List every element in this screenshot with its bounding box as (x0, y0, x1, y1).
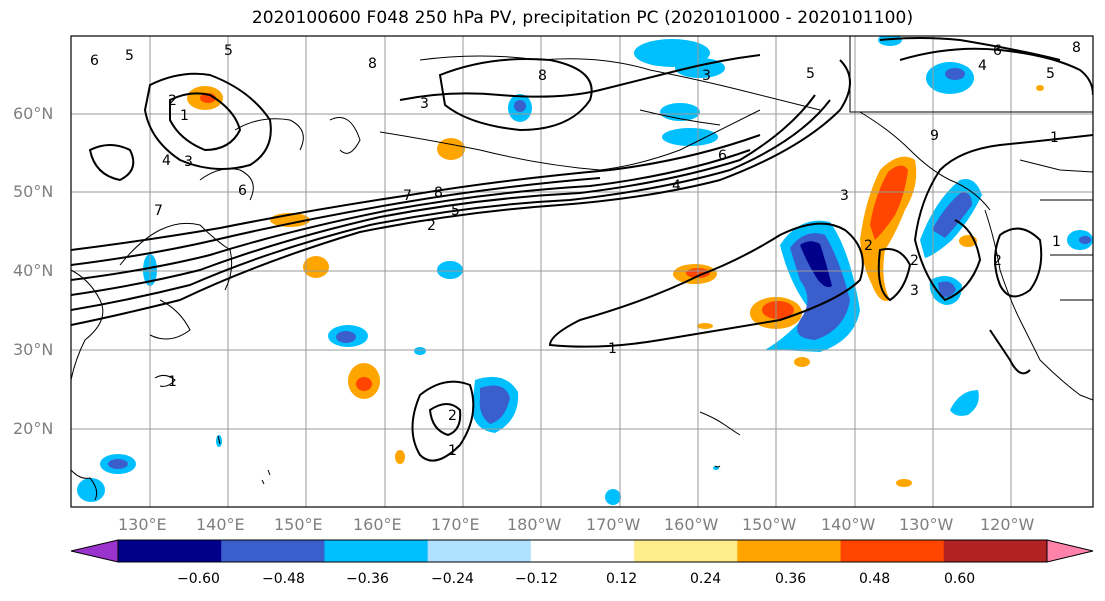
contour-label: 5 (451, 203, 460, 219)
contour-label: 6 (718, 148, 727, 164)
contour-label: 1 (608, 341, 617, 357)
colorbar-tick-label: −0.24 (431, 571, 474, 587)
contour-label: 3 (840, 188, 849, 204)
colorbar-tick-label: 0.60 (944, 571, 976, 587)
colorbar-tick-label: 0.36 (775, 571, 807, 587)
lon-label: 150°E (274, 515, 323, 534)
colorbar-segment (427, 540, 532, 562)
map-frame (70, 35, 1094, 508)
colorbar-extend-high (1046, 539, 1094, 563)
lon-label: 160°W (664, 515, 719, 534)
lon-label: 180°W (507, 515, 562, 534)
colorbar-segment (530, 540, 635, 562)
chart-title: 2020100600 F048 250 hPa PV, precipitatio… (251, 8, 914, 28)
contour-label: 5 (125, 48, 134, 64)
contour-label: 5 (224, 43, 233, 59)
contour-label-group: 5 5 6 8 3 2 1 3 4 6 7 8 2 5 1 3 4 6 5 8 … (90, 40, 1081, 459)
contour-label: 3 (184, 154, 193, 170)
pv-contours (71, 37, 1093, 462)
lat-label: 40°N (13, 261, 54, 280)
colorbar-tick-label: 0.48 (859, 571, 891, 587)
colorbar-tick-label: −0.12 (515, 571, 558, 587)
colorbar-segment (840, 540, 945, 562)
contour-label: 1 (448, 443, 457, 459)
lon-label: 150°W (742, 515, 797, 534)
colorbar-segment (943, 540, 1048, 562)
contour-label: 6 (90, 53, 99, 69)
contour-label: 3 (910, 283, 919, 299)
colorbar-tick-label: −0.60 (177, 571, 220, 587)
colorbar-segment (324, 540, 429, 562)
contour-label: 7 (154, 203, 163, 219)
colorbar-segment (221, 540, 325, 562)
contour-label: 1 (168, 374, 177, 390)
contour-label: 5 (1046, 66, 1055, 82)
contour-label: 4 (672, 178, 681, 194)
lon-label: 170°W (586, 515, 641, 534)
colorbar-segment (634, 540, 738, 562)
lon-label: 160°E (353, 515, 402, 534)
contour-label: 8 (434, 185, 443, 201)
contour-label: 5 (806, 66, 815, 82)
contour-label: 1 (180, 108, 189, 124)
lon-label: 130°W (899, 515, 954, 534)
contour-label: 4 (162, 153, 171, 169)
lon-label: 130°E (118, 515, 167, 534)
contour-label: 4 (978, 58, 987, 74)
colorbar-extend-low (70, 539, 119, 563)
lon-label: 120°W (980, 515, 1035, 534)
colorbar-segment (737, 540, 842, 562)
colorbar-tick-label: −0.48 (262, 571, 305, 587)
coastlines (71, 36, 1093, 501)
contour-label: 1 (1052, 234, 1061, 250)
contour-label: 8 (1072, 40, 1081, 56)
contour-label: 2 (448, 408, 457, 424)
colorbar-tick-label: 0.24 (690, 571, 722, 587)
lat-label: 60°N (13, 104, 54, 123)
contour-label: 8 (538, 68, 547, 84)
contour-label: 9 (930, 128, 939, 144)
lon-label: 140°E (196, 515, 245, 534)
lon-label: 170°E (431, 515, 480, 534)
contour-label: 2 (427, 218, 436, 234)
contour-label: 3 (420, 96, 429, 112)
lat-label: 50°N (13, 182, 54, 201)
contour-label: 2 (864, 238, 873, 254)
colorbar-segment (118, 540, 222, 562)
contour-label: 2 (910, 253, 919, 269)
colorbar-tick-label: 0.12 (606, 571, 638, 587)
contour-label: 2 (168, 93, 177, 109)
contour-label: 3 (702, 68, 711, 84)
contour-label: 8 (368, 56, 377, 72)
colorbar-tick-label: −0.36 (346, 571, 389, 587)
contour-label: 1 (1050, 130, 1059, 146)
contour-label: 7 (403, 188, 412, 204)
lon-label: 140°W (821, 515, 876, 534)
contour-label: 2 (993, 253, 1002, 269)
contour-label: 6 (993, 43, 1002, 59)
colorbar (70, 539, 1094, 563)
colorbar-frame (117, 539, 1048, 563)
contour-label: 6 (238, 183, 247, 199)
lat-label: 20°N (13, 419, 54, 438)
lat-label: 30°N (13, 340, 54, 359)
